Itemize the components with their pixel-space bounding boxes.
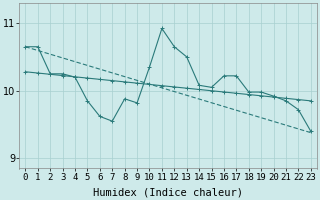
X-axis label: Humidex (Indice chaleur): Humidex (Indice chaleur): [93, 187, 243, 197]
